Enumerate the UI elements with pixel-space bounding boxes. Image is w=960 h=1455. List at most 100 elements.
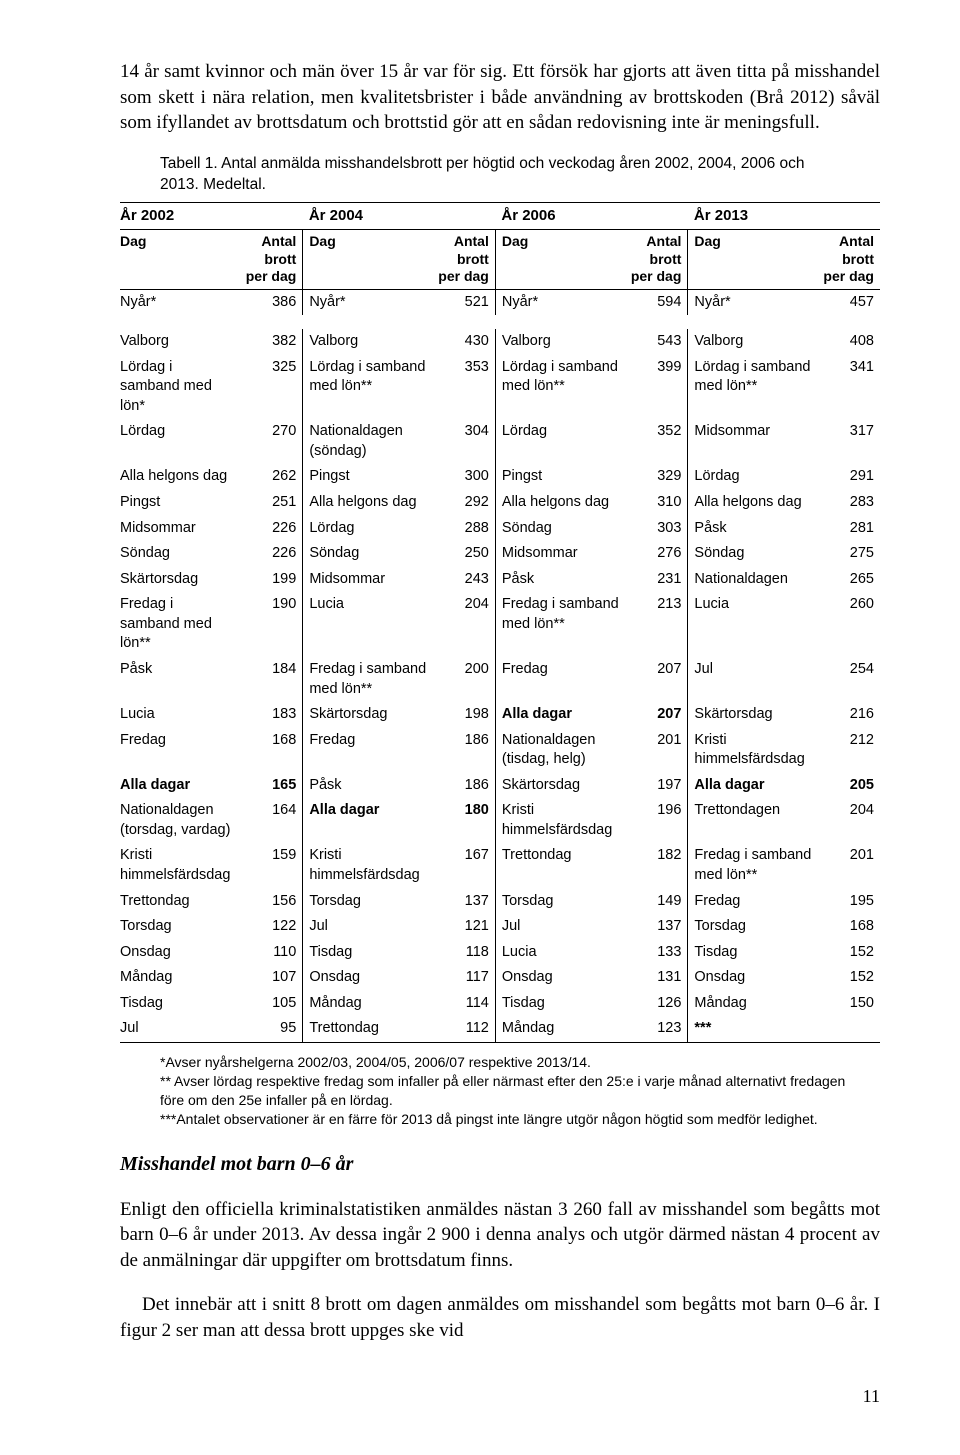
cell-value: 594 <box>625 289 688 315</box>
cell-value: 317 <box>817 419 880 464</box>
cell-day: Jul <box>303 914 432 940</box>
cell-value: 543 <box>625 329 688 355</box>
cell-value: 303 <box>625 516 688 542</box>
cell-value: 213 <box>625 592 688 657</box>
cell-value: 304 <box>432 419 495 464</box>
cell-day: Fredag <box>495 657 624 702</box>
cell-value: 243 <box>432 567 495 593</box>
cell-value: 265 <box>817 567 880 593</box>
cell-value: 122 <box>240 914 303 940</box>
cell-day: Alla dagar <box>303 798 432 843</box>
cell-day: Lördag <box>120 419 240 464</box>
col-header-value: Antalbrottper dag <box>240 230 303 290</box>
cell-day: Måndag <box>303 991 432 1017</box>
cell-day: Lördag <box>688 464 817 490</box>
cell-day: Lördag i samband med lön** <box>303 355 432 420</box>
cell-day: Lucia <box>495 940 624 966</box>
cell-day: Skärtorsdag <box>303 702 432 728</box>
cell-value: 133 <box>625 940 688 966</box>
cell-value: 399 <box>625 355 688 420</box>
cell-value: 288 <box>432 516 495 542</box>
cell-day: Kristi himmelsfärdsdag <box>303 843 432 888</box>
cell-value: 276 <box>625 541 688 567</box>
table-row: Påsk184Fredag i samband med lön**200Fred… <box>120 657 880 702</box>
intro-paragraph: 14 år samt kvinnor och män över 15 år va… <box>120 59 880 136</box>
cell-value: 152 <box>817 965 880 991</box>
cell-value: 150 <box>817 991 880 1017</box>
cell-day: Söndag <box>303 541 432 567</box>
table-row: Trettondag156Torsdag137Torsdag149Fredag1… <box>120 889 880 915</box>
table-row: Fredag168Fredag186Nationaldagen (tisdag,… <box>120 728 880 773</box>
cell-day: Torsdag <box>303 889 432 915</box>
cell-day: Onsdag <box>303 965 432 991</box>
table-year-row: År 2002År 2004År 2006År 2013 <box>120 202 880 229</box>
table-row: Nyår*386Nyår*521Nyår*594Nyår*457 <box>120 289 880 315</box>
cell-day: Söndag <box>120 541 240 567</box>
data-table: År 2002År 2004År 2006År 2013DagAntalbrot… <box>120 202 880 1043</box>
cell-value: 231 <box>625 567 688 593</box>
cell-value: 180 <box>432 798 495 843</box>
cell-value: 521 <box>432 289 495 315</box>
footnote-line: ***Antalet observationer är en färre för… <box>160 1110 850 1129</box>
footnote-line: ** Avser lördag respektive fredag som in… <box>160 1072 850 1110</box>
table-row: Nationaldagen (torsdag, vardag)164Alla d… <box>120 798 880 843</box>
cell-day: Pingst <box>303 464 432 490</box>
cell-day: Midsommar <box>120 516 240 542</box>
table-row: Lucia183Skärtorsdag198Alla dagar207Skärt… <box>120 702 880 728</box>
cell-value: 270 <box>240 419 303 464</box>
cell-day: Alla helgons dag <box>688 490 817 516</box>
cell-value: 186 <box>432 773 495 799</box>
table-caption: Tabell 1. Antal anmälda misshandelsbrott… <box>160 154 840 196</box>
table-row: Midsommar226Lördag288Söndag303Påsk281 <box>120 516 880 542</box>
cell-day: Trettondag <box>495 843 624 888</box>
table-row: Kristi himmelsfärdsdag159Kristi himmelsf… <box>120 843 880 888</box>
cell-value: 207 <box>625 702 688 728</box>
cell-value: 275 <box>817 541 880 567</box>
cell-value: 204 <box>432 592 495 657</box>
year-header: År 2002 <box>120 202 303 229</box>
cell-value: 149 <box>625 889 688 915</box>
table-row: Söndag226Söndag250Midsommar276Söndag275 <box>120 541 880 567</box>
section-heading: Misshandel mot barn 0–6 år <box>120 1151 880 1178</box>
cell-day: Jul <box>495 914 624 940</box>
cell-day: Valborg <box>120 329 240 355</box>
cell-value: 118 <box>432 940 495 966</box>
cell-value: 329 <box>625 464 688 490</box>
cell-day: Trettondag <box>303 1016 432 1042</box>
cell-day: Påsk <box>688 516 817 542</box>
cell-value: 165 <box>240 773 303 799</box>
cell-value: 201 <box>817 843 880 888</box>
cell-day: Påsk <box>495 567 624 593</box>
cell-value: 281 <box>817 516 880 542</box>
cell-value: 167 <box>432 843 495 888</box>
col-header-day: Dag <box>495 230 624 290</box>
cell-value: 212 <box>817 728 880 773</box>
cell-value: 325 <box>240 355 303 420</box>
cell-value: 382 <box>240 329 303 355</box>
cell-day: Nationaldagen <box>688 567 817 593</box>
cell-day: Fredag <box>688 889 817 915</box>
cell-value: 300 <box>432 464 495 490</box>
cell-value: 159 <box>240 843 303 888</box>
cell-day: Torsdag <box>120 914 240 940</box>
cell-value: 137 <box>625 914 688 940</box>
cell-value: 205 <box>817 773 880 799</box>
cell-day: Påsk <box>303 773 432 799</box>
cell-day: Lucia <box>688 592 817 657</box>
col-header-value: Antalbrottper dag <box>432 230 495 290</box>
cell-day: Måndag <box>120 965 240 991</box>
cell-day: Alla dagar <box>688 773 817 799</box>
cell-value: 198 <box>432 702 495 728</box>
cell-day: Lördag <box>303 516 432 542</box>
cell-day: Onsdag <box>688 965 817 991</box>
cell-value: 95 <box>240 1016 303 1042</box>
col-header-day: Dag <box>303 230 432 290</box>
cell-day: Nyår* <box>495 289 624 315</box>
cell-value <box>817 1016 880 1042</box>
table-row: Tisdag105Måndag114Tisdag126Måndag150 <box>120 991 880 1017</box>
cell-day: Tisdag <box>303 940 432 966</box>
cell-value: 226 <box>240 541 303 567</box>
cell-day: Fredag i samband med lön** <box>120 592 240 657</box>
cell-value: 430 <box>432 329 495 355</box>
cell-value: 226 <box>240 516 303 542</box>
